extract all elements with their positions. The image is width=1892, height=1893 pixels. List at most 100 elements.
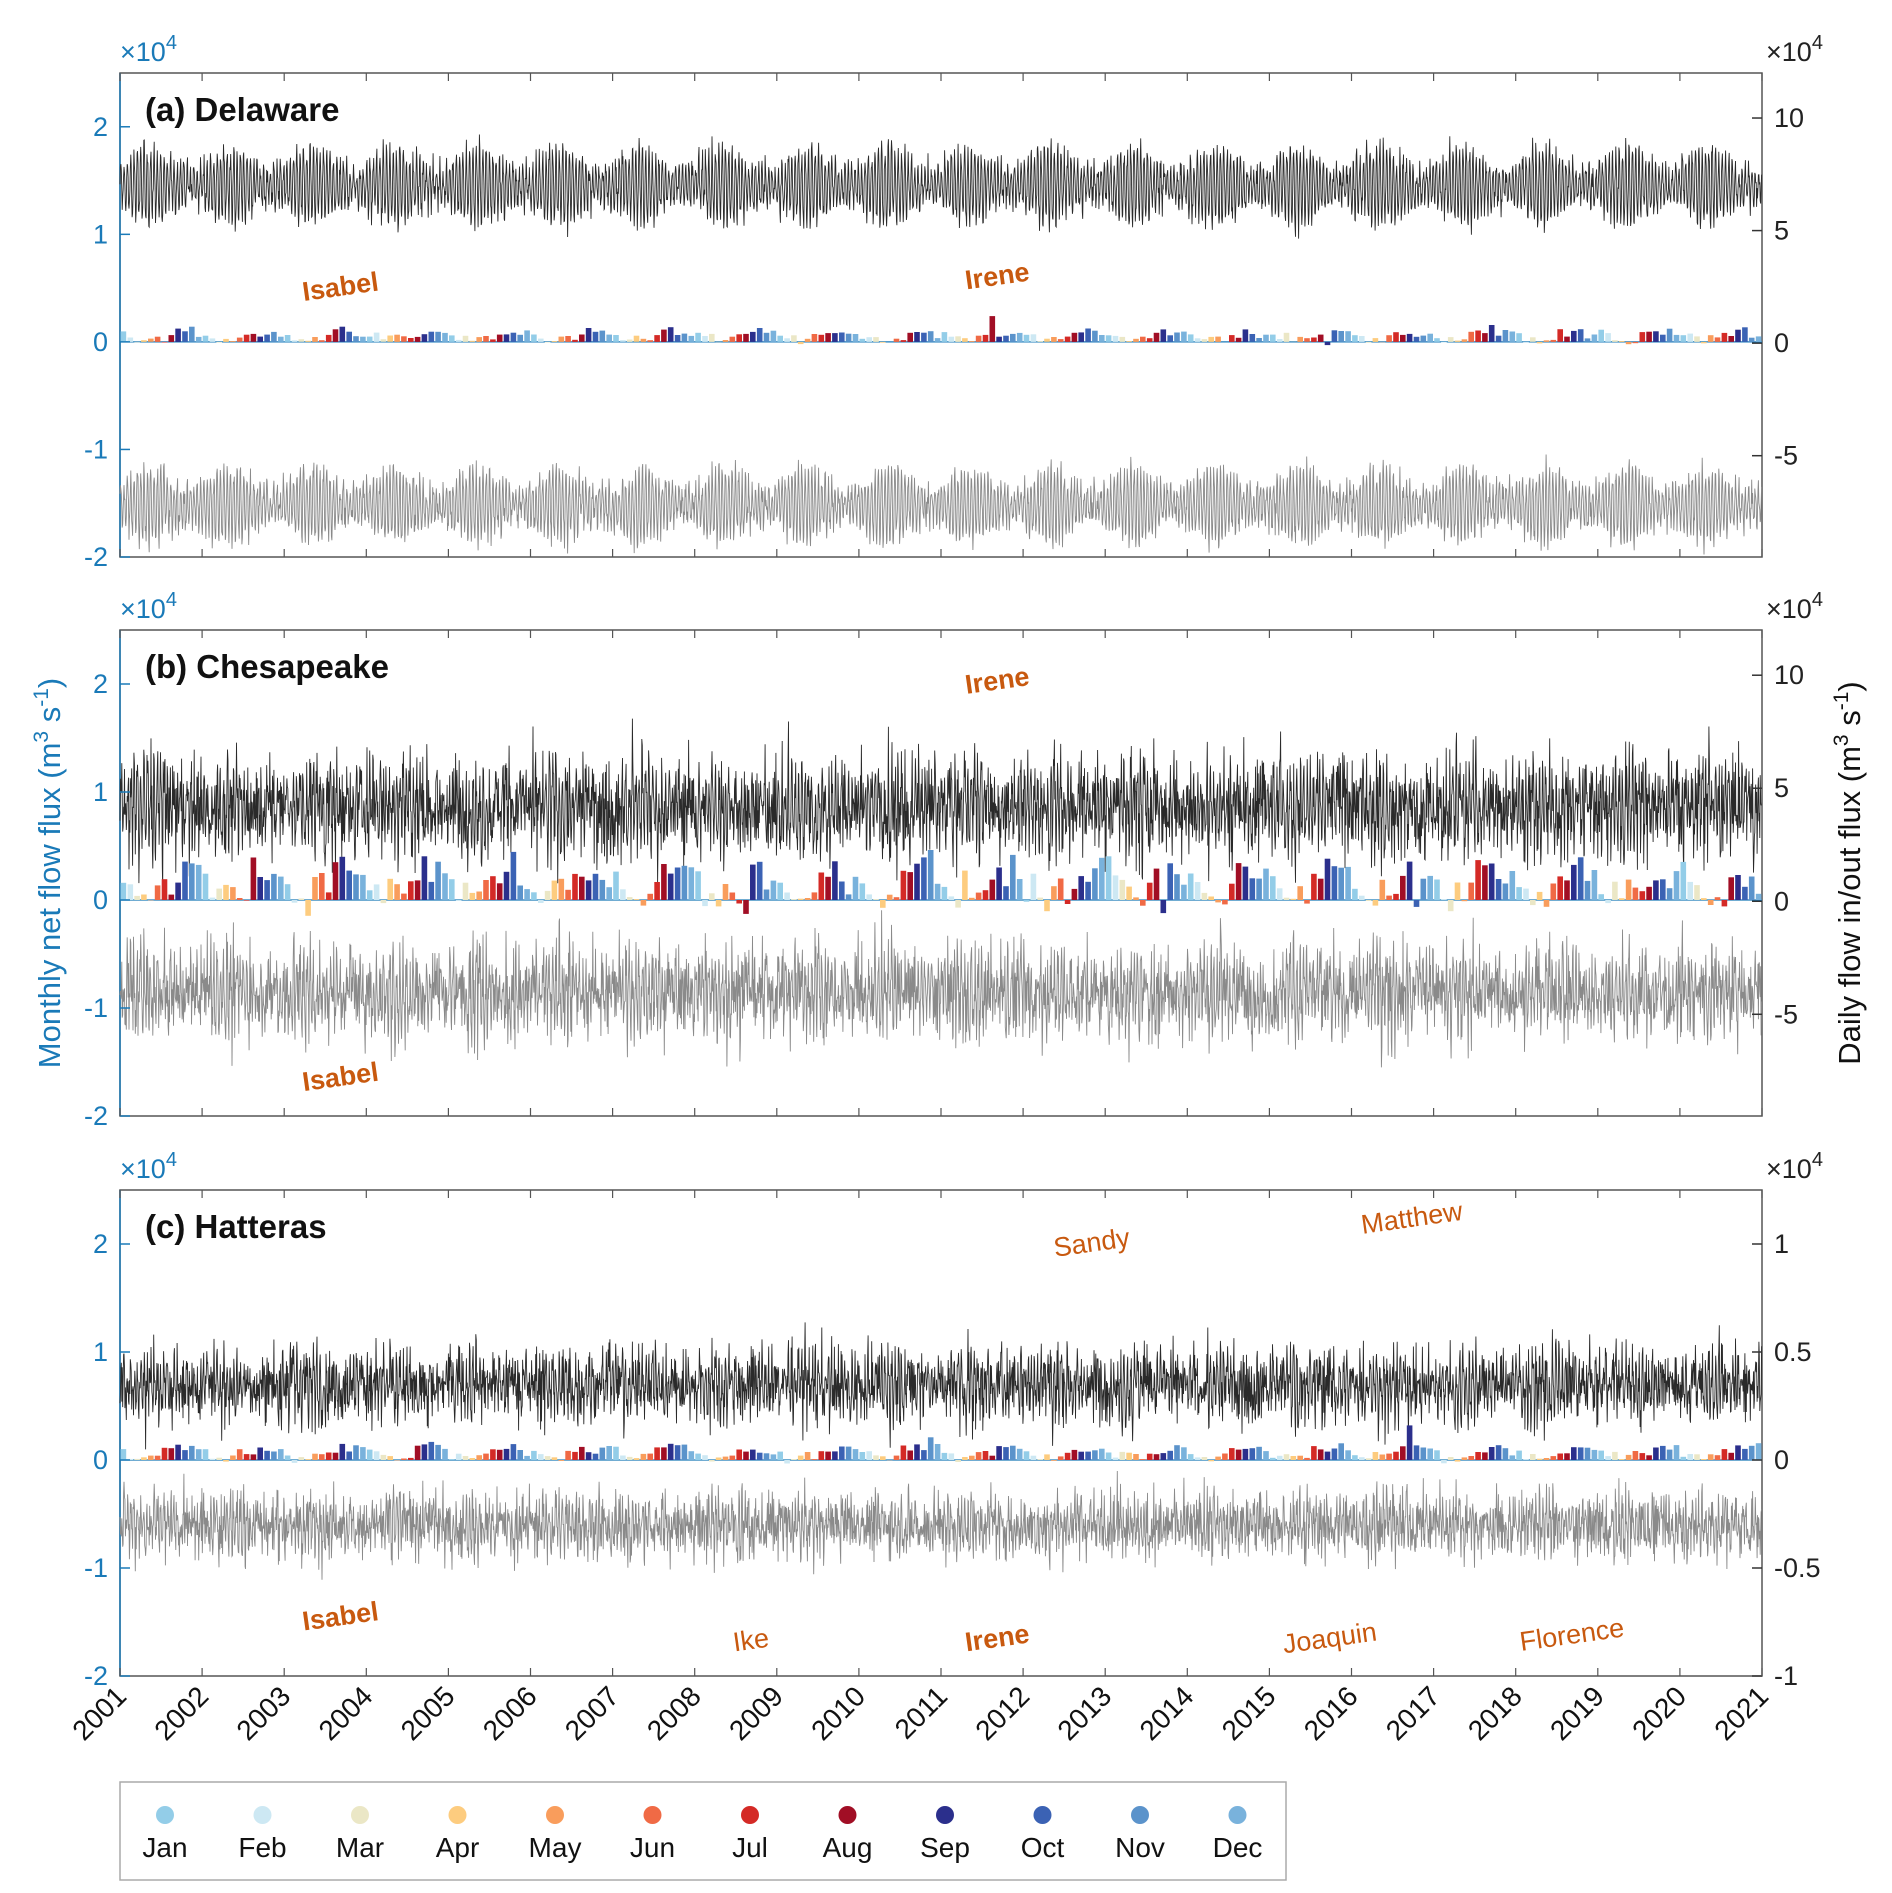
monthly-bar — [654, 335, 660, 342]
monthly-bar — [360, 336, 366, 342]
monthly-bar — [804, 898, 811, 900]
monthly-bar — [1584, 1447, 1591, 1460]
legend-marker — [741, 1806, 759, 1824]
right-tick-label: 1 — [1774, 1229, 1789, 1259]
monthly-bar — [141, 340, 147, 342]
year-tick-label: 2021 — [1708, 1680, 1774, 1746]
monthly-bar — [373, 332, 380, 342]
monthly-bar — [223, 1460, 229, 1462]
monthly-bar — [503, 1448, 510, 1460]
legend-label: Sep — [920, 1832, 970, 1863]
monthly-bar — [1133, 338, 1139, 342]
monthly-bar — [202, 873, 209, 900]
monthly-bar — [1181, 331, 1187, 342]
monthly-bar — [435, 861, 441, 900]
monthly-bar — [1256, 1446, 1262, 1460]
monthly-bar — [360, 1447, 366, 1460]
year-tick-label: 2019 — [1544, 1680, 1610, 1746]
year-tick-label: 2016 — [1298, 1680, 1364, 1746]
monthly-bar — [1290, 1456, 1297, 1460]
legend-label: Oct — [1021, 1832, 1065, 1863]
right-tick-label: 0 — [1774, 1445, 1789, 1475]
monthly-bar — [934, 1444, 941, 1460]
monthly-bar — [859, 338, 866, 342]
legend-marker — [643, 1806, 662, 1824]
monthly-bar — [955, 336, 961, 342]
monthly-bar — [729, 336, 736, 342]
monthly-bar — [1413, 336, 1420, 342]
monthly-bar — [1099, 335, 1105, 342]
storm-label: Irene — [963, 661, 1031, 700]
monthly-bar — [1530, 1454, 1536, 1460]
monthly-bar — [1242, 329, 1249, 342]
monthly-bar — [1270, 1457, 1276, 1460]
monthly-bar — [1632, 887, 1639, 900]
left-tick-label: 2 — [93, 669, 108, 699]
legend-label: Apr — [436, 1832, 480, 1863]
monthly-bar — [763, 889, 770, 900]
monthly-bar — [688, 1451, 695, 1460]
monthly-bar — [592, 873, 599, 900]
monthly-bar — [216, 888, 222, 900]
monthly-bar — [1475, 330, 1481, 342]
monthly-bar — [1406, 861, 1413, 900]
monthly-bar — [1577, 329, 1584, 342]
monthly-bar — [278, 1449, 284, 1460]
monthly-bar — [1673, 1445, 1680, 1460]
monthly-bar — [599, 330, 606, 342]
monthly-bar — [414, 1445, 421, 1460]
monthly-bar — [1660, 1445, 1666, 1460]
monthly-bar — [579, 334, 585, 342]
monthly-bar — [1400, 875, 1406, 900]
legend-label: May — [529, 1832, 582, 1863]
monthly-bar — [1420, 878, 1427, 900]
storm-label: Joaquin — [1281, 1616, 1379, 1659]
monthly-bar — [818, 1451, 825, 1460]
monthly-bar — [332, 862, 339, 900]
monthly-bar — [1044, 1454, 1050, 1460]
right-tick-label: 0 — [1774, 328, 1789, 358]
monthly-bar — [408, 881, 414, 900]
monthly-bar — [1304, 338, 1310, 342]
monthly-bar — [797, 1455, 804, 1460]
right-tick-label: 5 — [1774, 216, 1789, 246]
monthly-bar — [401, 336, 407, 342]
monthly-bar — [709, 333, 715, 342]
left-tick-label: -1 — [84, 1553, 108, 1583]
monthly-bar — [1181, 884, 1187, 900]
monthly-bar — [743, 900, 749, 914]
monthly-bar — [134, 895, 140, 900]
monthly-bar — [1591, 334, 1598, 342]
monthly-bar — [1256, 338, 1262, 342]
monthly-bar — [633, 335, 640, 342]
monthly-bar — [1482, 333, 1488, 342]
monthly-bar — [1434, 1450, 1440, 1460]
monthly-bar — [852, 1449, 859, 1460]
monthly-bar — [1037, 1459, 1043, 1460]
monthly-bar — [1119, 879, 1126, 900]
monthly-bar — [811, 892, 818, 900]
monthly-bar — [1283, 332, 1290, 342]
monthly-bar — [1215, 1456, 1221, 1460]
monthly-bar — [921, 857, 927, 900]
daily-outflow-line — [119, 454, 1763, 555]
monthly-bar — [777, 882, 783, 900]
monthly-bar — [756, 1452, 763, 1460]
monthly-bar — [339, 326, 346, 342]
monthly-bar — [1379, 1454, 1386, 1460]
monthly-bar — [175, 328, 181, 342]
monthly-bar — [811, 1459, 818, 1460]
monthly-bar — [1543, 340, 1550, 342]
monthly-bar — [1071, 1449, 1078, 1460]
monthly-bar — [620, 1455, 626, 1460]
monthly-bar — [1488, 1447, 1495, 1460]
monthly-bar — [839, 1446, 845, 1460]
right-tick-label: 0.5 — [1774, 1337, 1812, 1367]
monthly-bar — [1016, 332, 1023, 342]
monthly-bar — [346, 331, 352, 342]
monthly-bar — [1694, 885, 1700, 900]
monthly-bar — [702, 336, 708, 342]
monthly-bar — [223, 884, 229, 900]
